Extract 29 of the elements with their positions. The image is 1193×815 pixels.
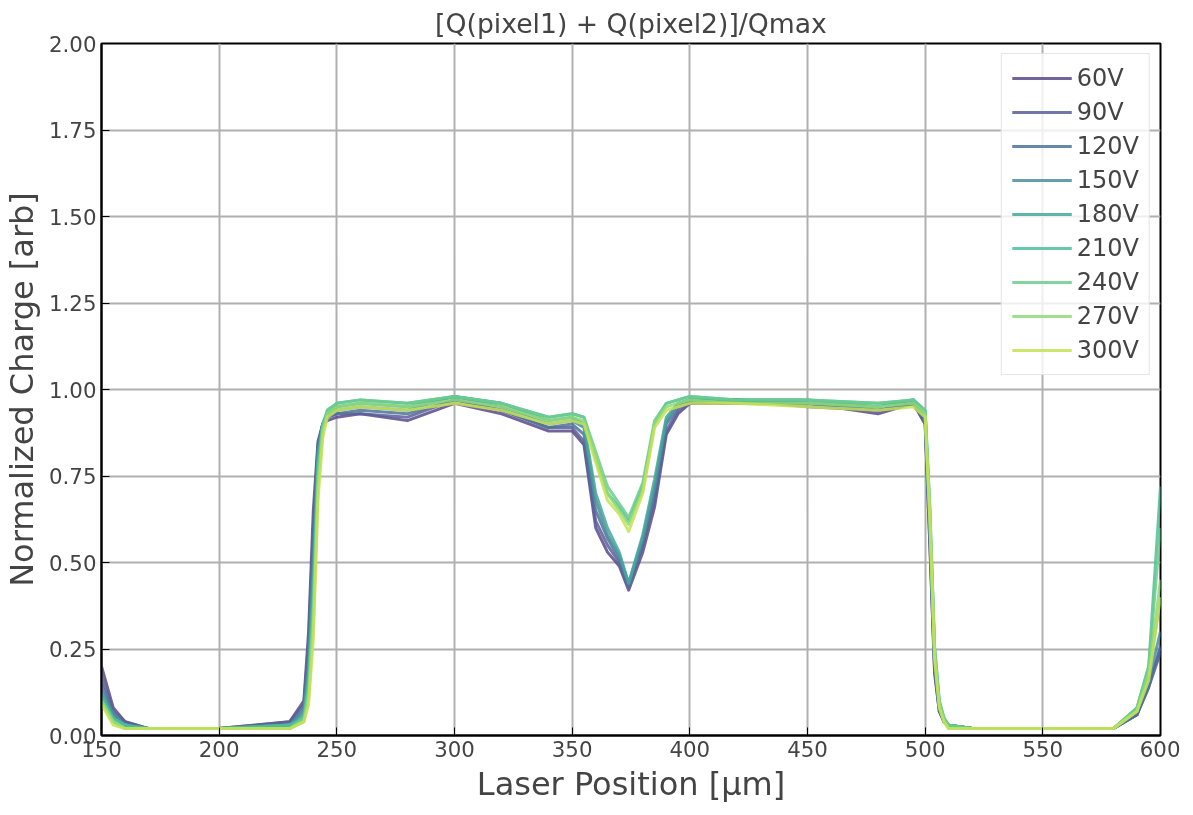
- y-tick-label: 1.00: [49, 377, 97, 403]
- legend-label: 270V: [1076, 302, 1139, 330]
- legend-label: 180V: [1076, 200, 1139, 228]
- y-axis-title: Normalized Charge [arb]: [3, 192, 42, 587]
- x-tick-label: 400: [669, 736, 711, 762]
- x-tick-label: 450: [787, 736, 828, 762]
- x-tick-label: 600: [1139, 736, 1181, 762]
- legend-label: 300V: [1076, 336, 1139, 364]
- y-tick-label: 0.25: [49, 637, 97, 662]
- y-tick-label: 0.50: [49, 550, 97, 576]
- x-axis-title: Laser Position [μm]: [476, 764, 786, 803]
- y-tick-label: 1.75: [49, 118, 97, 143]
- x-tick-label: 200: [198, 736, 240, 762]
- y-tick-label: 1.50: [49, 204, 97, 230]
- chart-title: [Q(pixel1) + Q(pixel2)]/Qmax: [435, 7, 827, 39]
- x-tick-label: 550: [1022, 736, 1064, 762]
- x-tick-label: 500: [904, 736, 946, 762]
- y-tick-label: 1.25: [49, 291, 97, 316]
- legend-label: 150V: [1076, 166, 1139, 194]
- y-tick-label: 0.75: [49, 464, 97, 489]
- y-tick-label: 2.00: [49, 31, 97, 57]
- legend-label: 90V: [1076, 98, 1124, 126]
- legend-label: 240V: [1076, 268, 1139, 296]
- x-tick-label: 300: [434, 736, 475, 762]
- legend-label: 210V: [1076, 234, 1139, 262]
- x-tick-label: 350: [551, 736, 593, 762]
- x-tick-label: 250: [316, 736, 358, 762]
- legend-label: 60V: [1076, 64, 1124, 92]
- legend-label: 120V: [1076, 132, 1139, 160]
